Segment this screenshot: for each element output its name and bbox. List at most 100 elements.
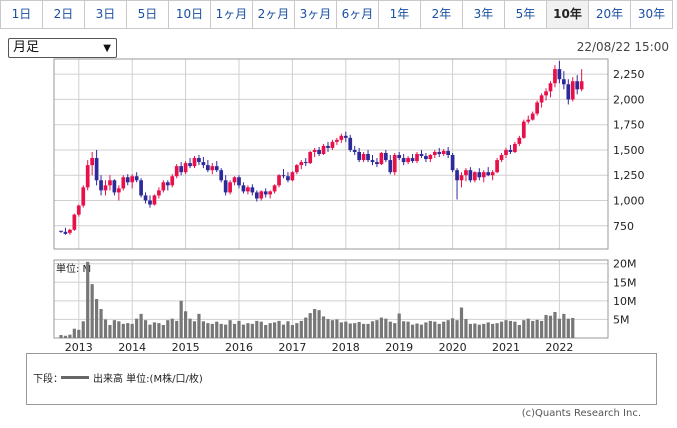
volume-bar (366, 323, 370, 338)
candle-body (201, 162, 206, 166)
volume-bar (215, 321, 219, 338)
candle (539, 93, 544, 108)
tab-2ヶ月[interactable]: 2ヶ月 (252, 0, 295, 29)
candle-body (121, 177, 126, 189)
candle (290, 171, 295, 182)
candle-body (579, 81, 584, 90)
candle (335, 137, 339, 145)
candle (76, 204, 81, 217)
volume-bar (197, 313, 201, 338)
candle-body (130, 176, 135, 183)
candle-body (206, 165, 210, 171)
candle (490, 170, 495, 181)
volume-bar (370, 321, 375, 338)
candle-body (308, 151, 313, 164)
candle-body (148, 200, 152, 205)
candle (103, 180, 108, 196)
volume-bar (384, 318, 388, 338)
candle (139, 178, 143, 198)
x-tick-2020: 2020 (439, 341, 467, 354)
tab-5年[interactable]: 5年 (504, 0, 547, 29)
candle-body (143, 195, 148, 201)
volume-bar (95, 299, 99, 338)
volume-bar (268, 323, 272, 338)
candle-body (384, 152, 388, 161)
volume-bar (281, 324, 286, 338)
volume-bar (393, 323, 397, 338)
volume-bar (264, 325, 268, 338)
period-select[interactable]: 月足 ▼ (8, 38, 117, 58)
volume-bar (99, 309, 103, 338)
candle (339, 133, 344, 143)
candle-body (557, 69, 562, 80)
candle (437, 147, 442, 158)
candle-body (317, 149, 321, 154)
candle (499, 152, 504, 163)
tab-3年[interactable]: 3年 (462, 0, 505, 29)
candle-body (210, 166, 215, 171)
candle-body (459, 175, 464, 181)
volume-bar (259, 321, 263, 338)
volume-bar (566, 318, 570, 338)
tab-2日[interactable]: 2日 (42, 0, 85, 29)
tab-10年[interactable]: 10年 (546, 0, 589, 29)
price-axis: 750 1,000 1,250 1,500 1,750 2,000 2,250 (613, 68, 645, 233)
volume-bar (375, 320, 379, 338)
candle (432, 149, 437, 159)
volume-bar (508, 320, 513, 338)
candle (424, 152, 428, 163)
candle (521, 119, 526, 139)
candle (392, 152, 397, 176)
tab-3日[interactable]: 3日 (84, 0, 127, 29)
candle (504, 147, 508, 159)
volume-bar (295, 323, 299, 338)
tab-1日[interactable]: 1日 (0, 0, 43, 29)
candle-body (241, 185, 246, 192)
volume-bar (379, 317, 383, 338)
candle (157, 187, 161, 199)
candle-body (379, 152, 384, 165)
candle-body (521, 121, 526, 138)
candle-body (513, 143, 517, 152)
candle-body (85, 165, 90, 188)
volume-bar (112, 320, 116, 338)
volume-bar (63, 335, 68, 338)
candle-body (348, 137, 353, 150)
candle-body (464, 170, 468, 176)
candle-body (357, 151, 361, 161)
tab-10日[interactable]: 10日 (168, 0, 211, 29)
chevron-down-icon: ▼ (103, 43, 111, 54)
candle-body (321, 145, 326, 154)
volume-unit-label: 単位: M (56, 262, 91, 275)
candle-body (188, 163, 192, 167)
candle (125, 174, 130, 186)
volume-bar (81, 321, 85, 338)
candle (406, 156, 410, 165)
candle (548, 81, 553, 98)
volume-bar (406, 321, 410, 338)
tab-6ヶ月[interactable]: 6ヶ月 (336, 0, 379, 29)
tab-30年[interactable]: 30年 (630, 0, 673, 29)
candle (228, 180, 232, 195)
volume-bar (304, 317, 308, 338)
candle (214, 161, 219, 173)
candle-body (517, 137, 522, 144)
candle-body (232, 177, 237, 183)
volume-bar (90, 284, 94, 338)
candle (468, 167, 473, 183)
candle-body (72, 214, 77, 230)
tab-1年[interactable]: 1年 (378, 0, 421, 29)
volume-bar (535, 319, 539, 338)
candle-body (237, 177, 241, 186)
candle (59, 230, 63, 233)
volume-axis: 5M 10M 15M 20M (613, 258, 637, 327)
price-plot-border (53, 58, 609, 250)
tab-2年[interactable]: 2年 (420, 0, 463, 29)
candle-body (446, 150, 450, 156)
candle (188, 158, 192, 169)
volume-bar (344, 321, 348, 338)
tab-3ヶ月[interactable]: 3ヶ月 (294, 0, 337, 29)
candle (459, 172, 464, 188)
volume-bar (419, 324, 424, 338)
period-select-value: 月足 (13, 40, 40, 55)
